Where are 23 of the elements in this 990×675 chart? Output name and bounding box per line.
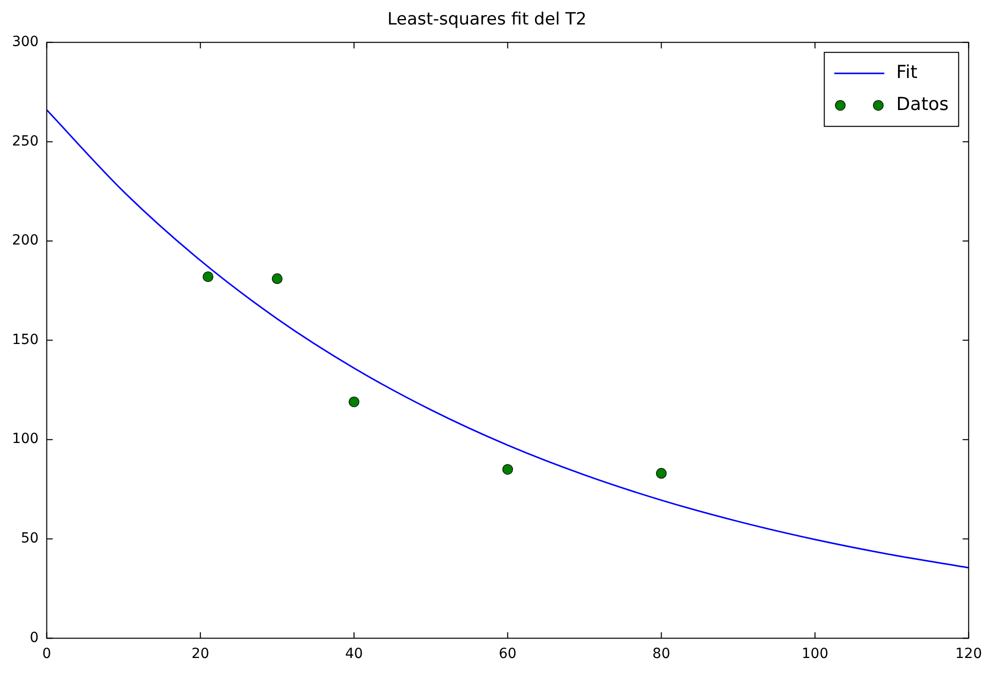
point: [272, 273, 282, 284]
point: [656, 468, 667, 479]
point: [348, 396, 360, 408]
x-tick-label: 60: [498, 646, 517, 662]
legend-label: Datos: [896, 94, 949, 116]
chart-title: Least-squares fit del T2: [387, 10, 587, 30]
y-tick-label: 0: [30, 630, 39, 646]
y-tick-label: 300: [12, 34, 39, 50]
point: [502, 464, 513, 475]
y-tick-label: 100: [12, 431, 39, 448]
point: [202, 271, 214, 282]
y-tick-label: 250: [12, 133, 39, 150]
y-tick-label: 50: [20, 530, 39, 547]
y-tick-label: 200: [12, 232, 39, 249]
x-tick-label: 40: [345, 646, 363, 662]
x-tick-label: 80: [652, 646, 670, 662]
x-tick-label: 0: [42, 646, 52, 662]
x-tick-label: 100: [802, 646, 828, 662]
x-tick-label: 20: [191, 646, 210, 662]
line-series: [46, 109, 969, 568]
y-tick-label: 150: [12, 332, 39, 348]
x-tick-label: 120: [955, 646, 982, 662]
legend-label: Fit: [896, 62, 918, 84]
